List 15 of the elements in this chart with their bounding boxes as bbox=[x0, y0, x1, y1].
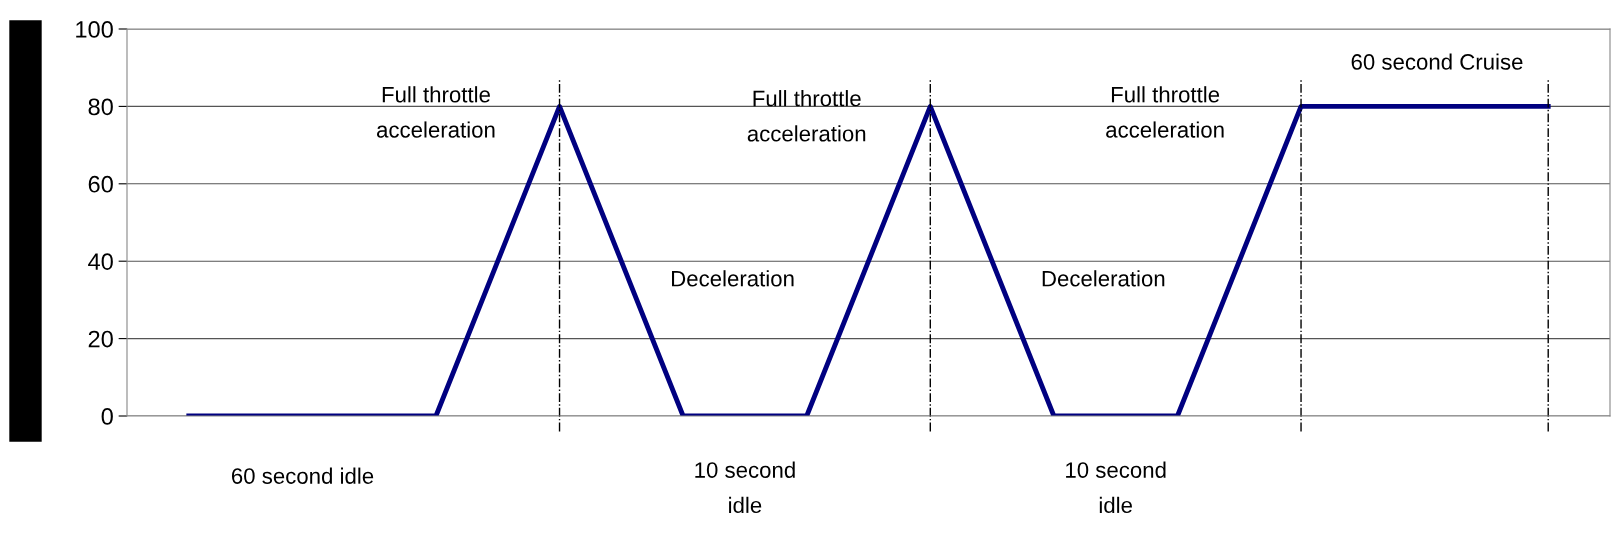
annotation: 60 second Cruise bbox=[1351, 53, 1523, 70]
y-tick-label: 80 bbox=[88, 98, 113, 116]
y-tick-label: 60 bbox=[88, 175, 113, 193]
y-tick-label: 100 bbox=[76, 21, 113, 38]
y-tick-label: 20 bbox=[88, 330, 113, 348]
y-tick-label: 40 bbox=[88, 253, 113, 270]
annotation: Deceleration bbox=[1042, 270, 1165, 287]
annotation: Full throttle acceleration bbox=[1106, 86, 1224, 138]
annotation: Full throttle acceleration bbox=[376, 86, 495, 138]
annotation: Deceleration bbox=[672, 270, 794, 287]
text: 10 second idle bbox=[1066, 461, 1166, 514]
text: 10 second idle bbox=[695, 461, 795, 514]
text: 60 second idle bbox=[231, 467, 374, 484]
annotation: Full throttle acceleration bbox=[747, 90, 866, 142]
y-tick-label: 0 bbox=[101, 408, 113, 425]
